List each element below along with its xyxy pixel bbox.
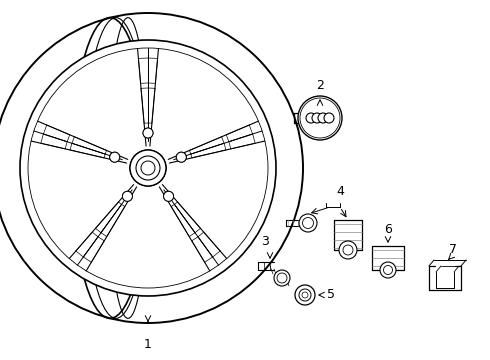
Circle shape (295, 285, 315, 305)
Circle shape (298, 96, 342, 140)
Circle shape (299, 214, 317, 232)
Circle shape (122, 191, 132, 201)
Circle shape (312, 113, 322, 123)
Circle shape (176, 152, 186, 162)
Circle shape (136, 156, 160, 180)
Circle shape (0, 13, 303, 323)
Circle shape (274, 270, 290, 286)
Circle shape (339, 241, 357, 259)
Text: 6: 6 (384, 223, 392, 236)
Circle shape (110, 152, 120, 162)
Circle shape (324, 113, 334, 123)
Circle shape (143, 128, 153, 138)
Text: 7: 7 (449, 243, 457, 256)
Circle shape (110, 152, 120, 162)
Circle shape (20, 40, 276, 296)
Circle shape (164, 191, 173, 201)
Circle shape (380, 262, 396, 278)
Text: 5: 5 (327, 288, 335, 302)
Circle shape (306, 113, 316, 123)
Text: 3: 3 (261, 235, 269, 248)
Circle shape (143, 128, 153, 138)
Circle shape (164, 191, 173, 201)
Circle shape (130, 150, 166, 186)
Circle shape (318, 113, 328, 123)
Circle shape (122, 191, 132, 201)
Text: 4: 4 (336, 185, 344, 198)
Circle shape (176, 152, 186, 162)
Text: 2: 2 (316, 79, 324, 92)
Circle shape (130, 150, 166, 186)
Text: 1: 1 (144, 338, 152, 351)
